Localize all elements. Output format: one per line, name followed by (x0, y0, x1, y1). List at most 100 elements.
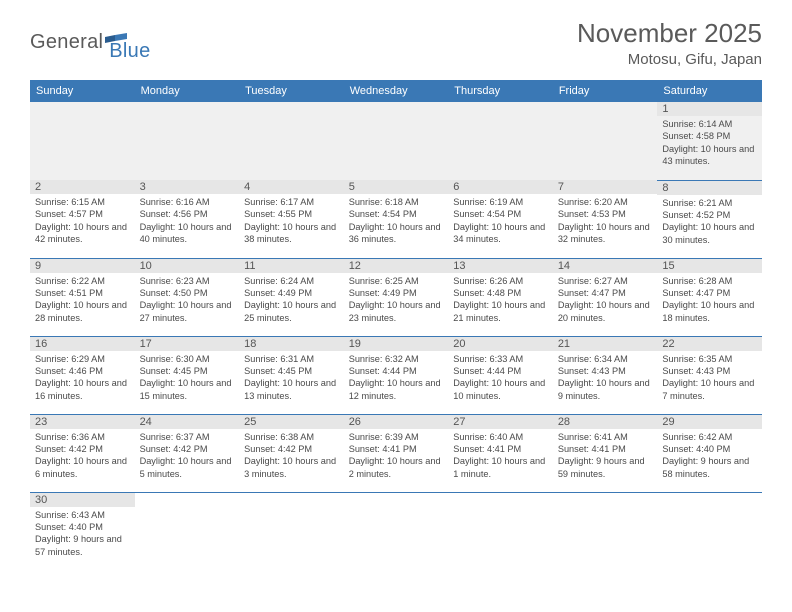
calendar-day-cell: 8 Sunrise: 6:21 AMSunset: 4:52 PMDaylight… (657, 180, 762, 258)
daylight-text: Daylight: 10 hours and 32 minutes. (558, 221, 653, 246)
calendar-day-cell: 16 Sunrise: 6:29 AMSunset: 4:46 PMDayligh… (30, 336, 135, 414)
day-info: Sunrise: 6:26 AMSunset: 4:48 PMDaylight:… (453, 275, 548, 325)
daylight-text: Daylight: 10 hours and 9 minutes. (558, 377, 653, 402)
day-info: Sunrise: 6:40 AMSunset: 4:41 PMDaylight:… (453, 431, 548, 481)
calendar-day-cell (657, 492, 762, 570)
sunrise-text: Sunrise: 6:43 AM (35, 509, 130, 521)
day-info: Sunrise: 6:28 AMSunset: 4:47 PMDaylight:… (662, 275, 757, 325)
sunrise-text: Sunrise: 6:37 AM (140, 431, 235, 443)
day-number: 21 (553, 337, 658, 351)
sunrise-text: Sunrise: 6:41 AM (558, 431, 653, 443)
day-number: 3 (135, 180, 240, 194)
sunrise-text: Sunrise: 6:42 AM (662, 431, 757, 443)
weekday-header: Monday (135, 80, 240, 102)
daylight-text: Daylight: 10 hours and 3 minutes. (244, 455, 339, 480)
day-number: 23 (30, 415, 135, 429)
day-number: 20 (448, 337, 553, 351)
sunset-text: Sunset: 4:42 PM (140, 443, 235, 455)
sunset-text: Sunset: 4:56 PM (140, 208, 235, 220)
sunset-text: Sunset: 4:48 PM (453, 287, 548, 299)
calendar-day-cell: 5Sunrise: 6:18 AMSunset: 4:54 PMDaylight… (344, 180, 449, 258)
calendar-day-cell: 24Sunrise: 6:37 AMSunset: 4:42 PMDayligh… (135, 414, 240, 492)
sunrise-text: Sunrise: 6:39 AM (349, 431, 444, 443)
calendar-day-cell (344, 492, 449, 570)
daylight-text: Daylight: 9 hours and 57 minutes. (35, 533, 130, 558)
day-number: 29 (657, 415, 762, 429)
day-number: 28 (553, 415, 658, 429)
sunset-text: Sunset: 4:41 PM (453, 443, 548, 455)
sunrise-text: Sunrise: 6:24 AM (244, 275, 339, 287)
day-info: Sunrise: 6:17 AMSunset: 4:55 PMDaylight:… (244, 196, 339, 246)
calendar-day-cell: 19Sunrise: 6:32 AMSunset: 4:44 PMDayligh… (344, 336, 449, 414)
calendar-day-cell: 15 Sunrise: 6:28 AMSunset: 4:47 PMDayligh… (657, 258, 762, 336)
calendar-week-row: 2Sunrise: 6:15 AMSunset: 4:57 PMDaylight… (30, 180, 762, 258)
day-info: Sunrise: 6:43 AMSunset: 4:40 PMDaylight:… (35, 509, 130, 559)
calendar-day-cell: 18Sunrise: 6:31 AMSunset: 4:45 PMDayligh… (239, 336, 344, 414)
sunrise-text: Sunrise: 6:36 AM (35, 431, 130, 443)
weekday-header-row: Sunday Monday Tuesday Wednesday Thursday… (30, 80, 762, 102)
day-info: Sunrise: 6:18 AMSunset: 4:54 PMDaylight:… (349, 196, 444, 246)
daylight-text: Daylight: 10 hours and 6 minutes. (35, 455, 130, 480)
daylight-text: Daylight: 10 hours and 25 minutes. (244, 299, 339, 324)
day-number: 15 (657, 259, 762, 273)
calendar-day-cell: 6Sunrise: 6:19 AMSunset: 4:54 PMDaylight… (448, 180, 553, 258)
sunrise-text: Sunrise: 6:35 AM (662, 353, 757, 365)
day-info: Sunrise: 6:21 AMSunset: 4:52 PMDaylight:… (662, 197, 757, 247)
sunrise-text: Sunrise: 6:31 AM (244, 353, 339, 365)
sunrise-text: Sunrise: 6:26 AM (453, 275, 548, 287)
sunset-text: Sunset: 4:41 PM (558, 443, 653, 455)
sunset-text: Sunset: 4:52 PM (662, 209, 757, 221)
sunrise-text: Sunrise: 6:17 AM (244, 196, 339, 208)
daylight-text: Daylight: 10 hours and 21 minutes. (453, 299, 548, 324)
calendar-day-cell: 12Sunrise: 6:25 AMSunset: 4:49 PMDayligh… (344, 258, 449, 336)
daylight-text: Daylight: 10 hours and 34 minutes. (453, 221, 548, 246)
daylight-text: Daylight: 10 hours and 15 minutes. (140, 377, 235, 402)
day-number: 12 (344, 259, 449, 273)
day-number: 27 (448, 415, 553, 429)
weekday-header: Sunday (30, 80, 135, 102)
logo: General Blue (30, 22, 151, 63)
sunrise-text: Sunrise: 6:32 AM (349, 353, 444, 365)
sunrise-text: Sunrise: 6:16 AM (140, 196, 235, 208)
month-title: November 2025 (577, 18, 762, 49)
calendar-day-cell: 27 Sunrise: 6:40 AMSunset: 4:41 PMDayligh… (448, 414, 553, 492)
day-number: 16 (30, 337, 135, 351)
sunrise-text: Sunrise: 6:20 AM (558, 196, 653, 208)
weekday-header: Wednesday (344, 80, 449, 102)
sunrise-text: Sunrise: 6:29 AM (35, 353, 130, 365)
day-info: Sunrise: 6:23 AMSunset: 4:50 PMDaylight:… (140, 275, 235, 325)
day-info: Sunrise: 6:29 AMSunset: 4:46 PMDaylight:… (35, 353, 130, 403)
daylight-text: Daylight: 9 hours and 59 minutes. (558, 455, 653, 480)
day-info: Sunrise: 6:38 AMSunset: 4:42 PMDaylight:… (244, 431, 339, 481)
day-number: 11 (239, 259, 344, 273)
day-info: Sunrise: 6:32 AMSunset: 4:44 PMDaylight:… (349, 353, 444, 403)
calendar-day-cell: 30Sunrise: 6:43 AMSunset: 4:40 PMDayligh… (30, 492, 135, 570)
day-number: 4 (239, 180, 344, 194)
calendar-day-cell (239, 492, 344, 570)
daylight-text: Daylight: 10 hours and 30 minutes. (662, 221, 757, 246)
sunset-text: Sunset: 4:41 PM (349, 443, 444, 455)
sunset-text: Sunset: 4:46 PM (35, 365, 130, 377)
sunrise-text: Sunrise: 6:15 AM (35, 196, 130, 208)
day-info: Sunrise: 6:20 AMSunset: 4:53 PMDaylight:… (558, 196, 653, 246)
sunrise-text: Sunrise: 6:38 AM (244, 431, 339, 443)
daylight-text: Daylight: 10 hours and 1 minute. (453, 455, 548, 480)
daylight-text: Daylight: 10 hours and 42 minutes. (35, 221, 130, 246)
day-info: Sunrise: 6:36 AMSunset: 4:42 PMDaylight:… (35, 431, 130, 481)
weekday-header: Friday (553, 80, 658, 102)
day-info: Sunrise: 6:30 AMSunset: 4:45 PMDaylight:… (140, 353, 235, 403)
sunset-text: Sunset: 4:45 PM (244, 365, 339, 377)
sunset-text: Sunset: 4:42 PM (35, 443, 130, 455)
day-number: 14 (553, 259, 658, 273)
sunset-text: Sunset: 4:45 PM (140, 365, 235, 377)
calendar-day-cell (135, 102, 240, 180)
calendar-day-cell (448, 492, 553, 570)
sunset-text: Sunset: 4:40 PM (662, 443, 757, 455)
calendar-table: Sunday Monday Tuesday Wednesday Thursday… (30, 80, 762, 570)
day-info: Sunrise: 6:27 AMSunset: 4:47 PMDaylight:… (558, 275, 653, 325)
sunrise-text: Sunrise: 6:40 AM (453, 431, 548, 443)
calendar-day-cell: 22Sunrise: 6:35 AMSunset: 4:43 PMDayligh… (657, 336, 762, 414)
day-number: 8 (657, 181, 762, 195)
calendar-day-cell: 10Sunrise: 6:23 AMSunset: 4:50 PMDayligh… (135, 258, 240, 336)
sunrise-text: Sunrise: 6:19 AM (453, 196, 548, 208)
